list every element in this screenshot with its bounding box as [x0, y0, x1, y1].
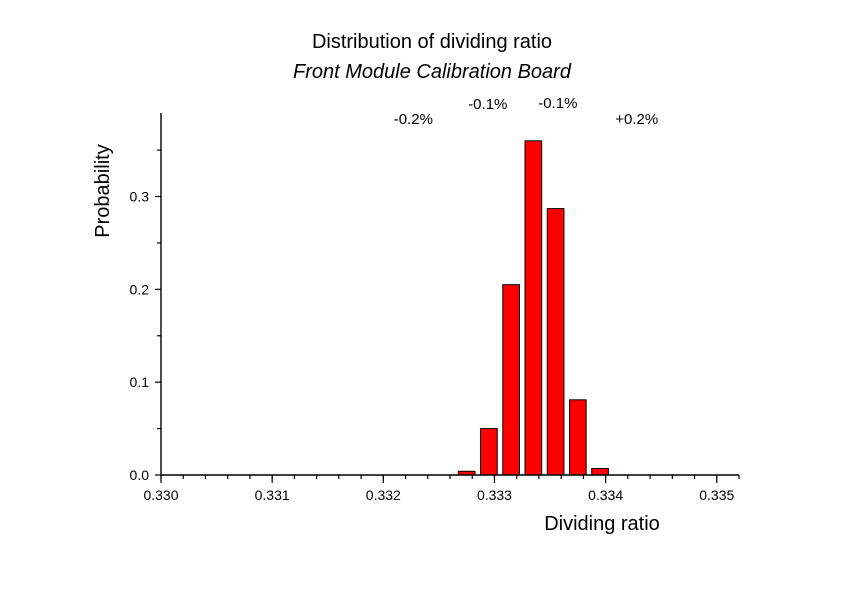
- x-tick-label: 0.332: [366, 487, 401, 503]
- y-tick-label: 0.1: [130, 374, 150, 390]
- y-axis-label: Probability: [92, 144, 114, 237]
- annotation-label: -0.2%: [394, 111, 433, 128]
- x-tick-label: 0.334: [588, 487, 623, 503]
- annotation-group: -0.2% -0.1% -0.1% +0.2%: [394, 95, 658, 128]
- chart-subtitle: Front Module Calibration Board: [293, 61, 572, 83]
- bar-4: [546, 208, 565, 476]
- annotation-label: -0.1%: [538, 95, 577, 112]
- bar-group: [457, 140, 609, 476]
- x-tick-label: 0.330: [143, 487, 178, 503]
- bar-2: [502, 284, 520, 476]
- y-tick-label: 0.2: [130, 281, 150, 297]
- x-axis-label: Dividing ratio: [544, 513, 660, 535]
- x-tick-label: 0.333: [477, 487, 512, 503]
- bar-3: [524, 140, 543, 476]
- bar-6: [591, 468, 609, 476]
- y-tick-label: 0.3: [130, 189, 150, 205]
- annotation-label: +0.2%: [615, 111, 658, 128]
- bar-1: [480, 428, 498, 476]
- bar-5: [568, 399, 587, 476]
- annotation-label: -0.1%: [468, 96, 507, 113]
- y-tick-group: 0.0 0.1 0.2 0.3: [130, 149, 161, 483]
- x-tick-group: 0.330 0.331 0.332 0.333 0.334 0.335: [143, 475, 740, 503]
- x-tick-label: 0.331: [255, 487, 290, 503]
- chart-title: Distribution of dividing ratio: [312, 31, 552, 53]
- x-tick-label: 0.335: [699, 487, 734, 503]
- y-tick-label: 0.0: [130, 467, 150, 483]
